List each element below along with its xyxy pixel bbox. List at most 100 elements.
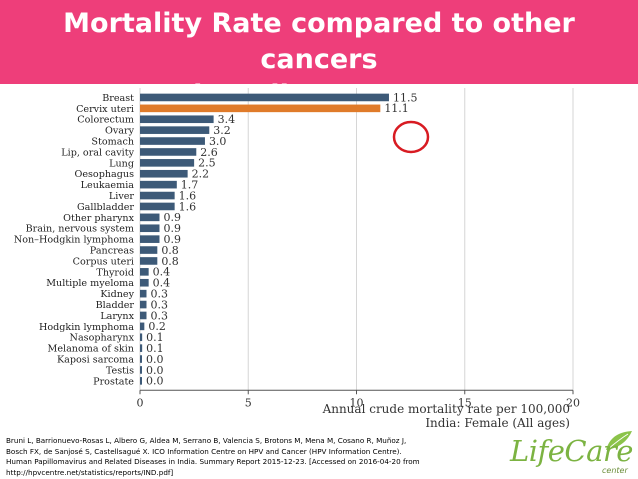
bar bbox=[140, 224, 160, 233]
bar bbox=[140, 257, 158, 265]
bar bbox=[140, 366, 142, 374]
bar bbox=[140, 322, 145, 331]
value-label: 0.8 bbox=[161, 255, 179, 268]
bar bbox=[140, 311, 147, 320]
value-label: 0.9 bbox=[163, 233, 181, 246]
category-label: Testis bbox=[106, 365, 134, 376]
value-label: 1.7 bbox=[181, 178, 199, 191]
annotation-circle bbox=[392, 120, 430, 154]
bar bbox=[140, 333, 143, 342]
category-label: Larynx bbox=[100, 311, 134, 322]
value-label: 3.0 bbox=[209, 135, 227, 148]
bar bbox=[140, 126, 210, 134]
bar bbox=[140, 93, 389, 102]
category-label: Multiple myeloma bbox=[46, 278, 134, 289]
value-label: 0.4 bbox=[153, 266, 171, 279]
category-label: Breast bbox=[102, 93, 134, 104]
category-label: Thyroid bbox=[96, 267, 134, 278]
x-tick-label: 5 bbox=[245, 396, 252, 409]
bar bbox=[140, 300, 147, 309]
bar bbox=[140, 191, 175, 200]
value-label: 0.9 bbox=[163, 222, 181, 235]
value-label: 0.3 bbox=[150, 298, 168, 311]
bar bbox=[140, 344, 143, 352]
value-label: 2.6 bbox=[200, 146, 218, 159]
category-label: Kidney bbox=[100, 289, 134, 300]
bar bbox=[140, 115, 214, 124]
value-label: 11.1 bbox=[384, 102, 409, 115]
bar bbox=[140, 148, 197, 156]
category-label: Pancreas bbox=[90, 245, 134, 256]
lifecare-logo: LifeCare center bbox=[508, 430, 636, 478]
category-label: Lip, oral cavity bbox=[61, 147, 134, 158]
logo-subtitle: center bbox=[602, 466, 628, 475]
category-label: Stomach bbox=[91, 136, 134, 147]
bar bbox=[140, 246, 158, 254]
bar bbox=[140, 202, 175, 211]
bar bbox=[140, 213, 160, 222]
bar bbox=[140, 289, 147, 298]
bar bbox=[140, 355, 142, 363]
category-label: Other pharynx bbox=[63, 213, 134, 224]
category-label: Non–Hodgkin lymphoma bbox=[14, 235, 134, 246]
citation-line: http://hpvcentre.net/statistics/reports/… bbox=[6, 467, 174, 477]
category-label: Nasopharynx bbox=[70, 333, 135, 344]
category-label: Corpus uteri bbox=[73, 256, 134, 267]
value-label: 3.4 bbox=[218, 113, 236, 126]
bar bbox=[140, 104, 381, 113]
category-label: Kaposi sarcoma bbox=[57, 354, 134, 365]
category-label: Gallbladder bbox=[77, 202, 134, 213]
category-label: Bladder bbox=[96, 300, 135, 311]
category-label: Leukaemia bbox=[81, 180, 135, 191]
category-label: Lung bbox=[109, 158, 134, 169]
bar bbox=[140, 268, 149, 276]
citation: Bruni L, Barrionuevo-Rosas L, Albero G, … bbox=[6, 436, 506, 478]
category-label: Brain, nervous system bbox=[26, 224, 134, 235]
x-tick-label: 20 bbox=[566, 396, 580, 409]
bar bbox=[140, 169, 188, 178]
category-label: Colorectum bbox=[77, 115, 134, 126]
citation-line: Human Papillomavirus and Related Disease… bbox=[6, 457, 420, 467]
bar bbox=[140, 235, 160, 243]
value-label: 0.0 bbox=[146, 375, 164, 388]
bar bbox=[140, 159, 195, 167]
bar bbox=[140, 377, 142, 385]
value-label: 0.2 bbox=[148, 320, 166, 333]
category-label: Liver bbox=[109, 191, 135, 202]
value-label: 2.2 bbox=[192, 168, 210, 181]
x-tick-label: 15 bbox=[458, 396, 472, 409]
value-label: 2.5 bbox=[198, 157, 216, 170]
value-label: 0.4 bbox=[153, 277, 171, 290]
value-label: 3.2 bbox=[213, 124, 231, 137]
bar bbox=[140, 278, 149, 287]
value-label: 0.8 bbox=[161, 244, 179, 257]
title-banner: Mortality Rate compared to other cancers… bbox=[0, 0, 638, 111]
logo-wordmark: LifeCare bbox=[510, 434, 633, 468]
x-tick-label: 10 bbox=[350, 396, 364, 409]
value-label: 11.5 bbox=[393, 91, 418, 104]
value-label: 0.0 bbox=[146, 353, 164, 366]
category-label: Oesophagus bbox=[74, 169, 134, 180]
category-label: Melanoma of skin bbox=[48, 344, 134, 355]
citation-line: Bruni L, Barrionuevo-Rosas L, Albero G, … bbox=[6, 436, 407, 445]
value-label: 1.6 bbox=[179, 200, 197, 213]
mortality-bar-chart: Breast 11.5 Cervix uteri 11.1 Colorectum 3.4 O… bbox=[14, 88, 580, 430]
category-label: Hodgkin lymphoma bbox=[39, 322, 134, 333]
x-axis-subtitle: India: Female (All ages) bbox=[425, 416, 570, 430]
category-label: Ovary bbox=[105, 126, 135, 137]
value-label: 0.9 bbox=[163, 211, 181, 224]
value-label: 0.3 bbox=[150, 287, 168, 300]
x-tick-label: 0 bbox=[137, 396, 144, 409]
category-label: Cervix uteri bbox=[76, 104, 134, 115]
value-label: 0.0 bbox=[146, 364, 164, 377]
bar bbox=[140, 180, 177, 189]
value-label: 1.6 bbox=[179, 189, 197, 202]
leaf-icon bbox=[606, 431, 632, 450]
page-title-line-1: Mortality Rate compared to other cancers bbox=[63, 8, 575, 75]
category-label: Prostate bbox=[93, 376, 134, 387]
x-axis-title: Annual crude mortality rate per 100,000 bbox=[322, 402, 570, 416]
value-label: 0.3 bbox=[150, 309, 168, 322]
value-label: 0.1 bbox=[146, 331, 164, 344]
value-label: 0.1 bbox=[146, 342, 164, 355]
citation-line: Bosch FX, de Sanjosé S, Castellsagué X. … bbox=[6, 446, 402, 456]
